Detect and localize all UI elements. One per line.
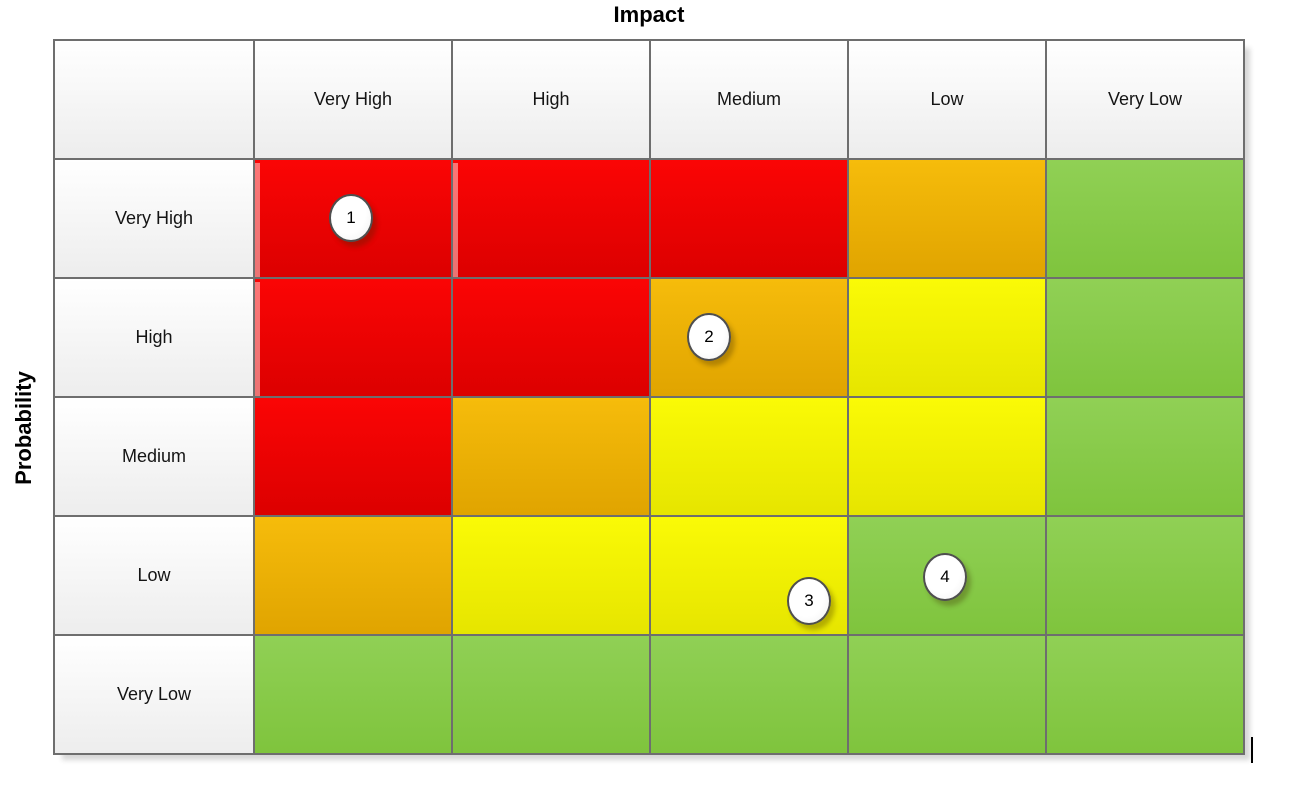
probability-axis-title: Probability (11, 371, 36, 485)
cell-prob-low-impact-very-high[interactable] (255, 517, 451, 634)
probability-header-low: Low (55, 517, 253, 634)
impact-header-very-low: Very Low (1047, 41, 1243, 158)
cell-prob-very-low-impact-high[interactable] (453, 636, 649, 753)
cell-prob-medium-impact-low[interactable] (849, 398, 1045, 515)
cell-prob-very-low-impact-medium[interactable] (651, 636, 847, 753)
cell-prob-high-impact-very-low[interactable] (1047, 279, 1243, 396)
cell-prob-low-impact-very-low[interactable] (1047, 517, 1243, 634)
impact-axis-title: Impact (613, 2, 685, 27)
cell-prob-very-high-impact-low[interactable] (849, 160, 1045, 277)
cell-prob-medium-impact-very-high[interactable] (255, 398, 451, 515)
risk-marker-4[interactable]: 4 (923, 553, 967, 601)
cell-prob-very-high-impact-high[interactable] (453, 160, 649, 277)
probability-header-very-high: Very High (55, 160, 253, 277)
risk-marker-label: 1 (346, 208, 356, 227)
text-cursor (1251, 737, 1253, 763)
cell-prob-high-impact-medium[interactable] (651, 279, 847, 396)
cell-prob-high-impact-very-high[interactable] (255, 279, 451, 396)
cell-prob-high-impact-high[interactable] (453, 279, 649, 396)
cell-prob-very-high-impact-very-low[interactable] (1047, 160, 1243, 277)
impact-header-medium: Medium (651, 41, 847, 158)
cell-prob-high-impact-low[interactable] (849, 279, 1045, 396)
impact-header-high: High (453, 41, 649, 158)
probability-header-high: High (55, 279, 253, 396)
cell-prob-medium-impact-very-low[interactable] (1047, 398, 1243, 515)
risk-marker-2[interactable]: 2 (687, 313, 731, 361)
risk-marker-label: 4 (940, 567, 950, 586)
cell-prob-very-low-impact-very-high[interactable] (255, 636, 451, 753)
corner-cell (55, 41, 253, 158)
probability-header-very-low: Very Low (55, 636, 253, 753)
risk-marker-1[interactable]: 1 (329, 194, 373, 242)
risk-marker-3[interactable]: 3 (787, 577, 831, 625)
cell-prob-low-impact-high[interactable] (453, 517, 649, 634)
impact-header-low: Low (849, 41, 1045, 158)
impact-header-very-high: Very High (255, 41, 451, 158)
probability-header-medium: Medium (55, 398, 253, 515)
cell-prob-medium-impact-medium[interactable] (651, 398, 847, 515)
matrix-grid: Very High High Medium Low Very Low Very High H… (53, 39, 1245, 755)
risk-marker-label: 3 (804, 591, 814, 610)
cell-prob-very-high-impact-medium[interactable] (651, 160, 847, 277)
cell-prob-very-low-impact-very-low[interactable] (1047, 636, 1243, 753)
cell-prob-very-low-impact-low[interactable] (849, 636, 1045, 753)
risk-marker-label: 2 (704, 327, 714, 346)
cell-prob-medium-impact-high[interactable] (453, 398, 649, 515)
